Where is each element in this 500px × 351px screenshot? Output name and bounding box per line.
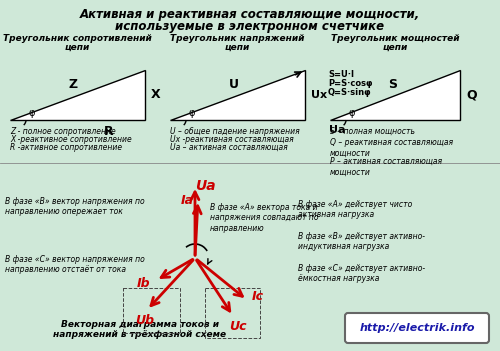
Text: Ib: Ib	[137, 277, 151, 290]
Text: φ: φ	[349, 108, 355, 118]
Polygon shape	[170, 70, 305, 120]
FancyBboxPatch shape	[345, 313, 489, 343]
Text: φ: φ	[189, 108, 195, 118]
Text: φ: φ	[29, 108, 35, 118]
Text: Q=S·sinφ: Q=S·sinφ	[328, 88, 372, 97]
Polygon shape	[10, 70, 145, 120]
Text: Треугольник мощностей: Треугольник мощностей	[331, 34, 459, 43]
Text: http://electrik.info: http://electrik.info	[359, 323, 475, 333]
Text: S: S	[388, 78, 398, 91]
Text: Ic: Ic	[252, 291, 264, 304]
Text: R: R	[104, 125, 114, 138]
Text: Ia: Ia	[180, 193, 194, 206]
Text: X -реактивное сопротивление: X -реактивное сопротивление	[10, 135, 132, 144]
Text: Активная и реактивная составляющие мощности,: Активная и реактивная составляющие мощно…	[80, 8, 420, 21]
Text: Uc: Uc	[229, 319, 247, 332]
Text: В фазе «С» действует активно-
ёмкостная нагрузка: В фазе «С» действует активно- ёмкостная …	[298, 264, 425, 283]
Polygon shape	[330, 70, 460, 120]
Text: используемые в электронном счетчике: используемые в электронном счетчике	[116, 20, 384, 33]
Text: Q: Q	[466, 88, 476, 101]
Text: Треугольник напряжений: Треугольник напряжений	[170, 34, 304, 43]
Text: U – общее падение напряжения: U – общее падение напряжения	[170, 127, 300, 136]
Text: цепи: цепи	[224, 43, 250, 52]
Text: цепи: цепи	[64, 43, 90, 52]
Text: Z: Z	[69, 78, 78, 91]
Text: В фазе «В» действует активно-
индуктивная нагрузка: В фазе «В» действует активно- индуктивна…	[298, 232, 425, 251]
Text: Z - полное сопротивление: Z - полное сопротивление	[10, 127, 116, 136]
Text: В фазе «С» вектор напряжения по
направлению отстаёт от тока: В фазе «С» вектор напряжения по направле…	[5, 255, 145, 274]
Text: S – полная мощность: S – полная мощность	[330, 127, 415, 136]
Text: В фазе «А» действует чисто
активная нагрузка: В фазе «А» действует чисто активная нагр…	[298, 200, 412, 219]
Text: В фазе «В» вектор напряжения по
направлению опережает ток: В фазе «В» вектор напряжения по направле…	[5, 197, 144, 217]
Text: Ub: Ub	[136, 313, 154, 326]
Text: Ux: Ux	[311, 90, 327, 100]
Text: Ux -реактивная составляющая: Ux -реактивная составляющая	[170, 135, 294, 144]
Text: X: X	[151, 88, 160, 101]
Text: В фазе «А» вектора тока и
напряжения совпадают по
направлению: В фазе «А» вектора тока и напряжения сов…	[210, 203, 318, 233]
Text: Ua – активная составляющая: Ua – активная составляющая	[170, 143, 288, 152]
Text: Векторная диаграмма токов и
напряжений в трёхфазной схеме: Векторная диаграмма токов и напряжений в…	[54, 320, 227, 339]
Text: Q – реактивная составляющая
мощности: Q – реактивная составляющая мощности	[330, 138, 453, 157]
Text: Треугольник сопротивлений: Треугольник сопротивлений	[2, 34, 152, 43]
Text: S=U·I: S=U·I	[328, 70, 354, 79]
Text: P=S·cosφ: P=S·cosφ	[328, 79, 372, 88]
Text: P – активная составляющая
мощности: P – активная составляющая мощности	[330, 157, 442, 177]
Text: цепи: цепи	[382, 43, 407, 52]
Text: U: U	[228, 78, 238, 91]
Text: Ua: Ua	[194, 179, 216, 193]
Text: Ua: Ua	[329, 125, 346, 135]
Text: R -активное сопротивление: R -активное сопротивление	[10, 143, 122, 152]
